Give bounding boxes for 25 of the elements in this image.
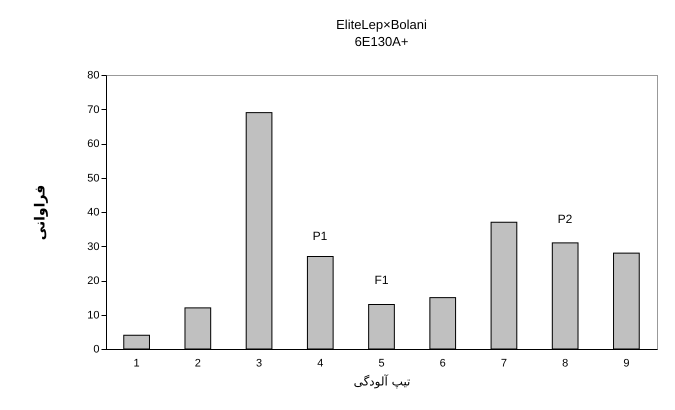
- chart-title: EliteLep×Bolani: [336, 17, 427, 32]
- y-tick-label: 80: [87, 70, 100, 82]
- x-tick-label: 3: [256, 358, 262, 370]
- x-tick-label: 9: [623, 358, 630, 370]
- annotation: P1: [312, 229, 328, 243]
- y-tick-label: 50: [87, 172, 100, 184]
- y-tick-label: 0: [93, 344, 100, 356]
- annotation: P2: [558, 212, 573, 226]
- y-tick-label: 40: [87, 206, 100, 218]
- chart-subtitle: 6E130A+: [354, 34, 408, 49]
- y-axis-title: فراوانی: [32, 184, 48, 240]
- y-tick-label: 60: [87, 138, 100, 150]
- annotation: F1: [374, 273, 389, 287]
- y-tick-label: 70: [87, 104, 100, 116]
- x-tick-label: 1: [134, 358, 140, 370]
- y-tick-label: 20: [87, 275, 100, 287]
- x-axis-title: تیپ آلودگی: [354, 374, 410, 388]
- x-tick-label: 8: [562, 358, 568, 370]
- y-tick-label: 30: [87, 240, 100, 253]
- x-tick-label: 2: [194, 358, 201, 370]
- x-tick-label: 6: [440, 358, 446, 370]
- x-tick-label: 7: [500, 358, 508, 370]
- x-tick-label: 5: [378, 358, 385, 370]
- y-tick-label: 10: [87, 309, 100, 322]
- x-tick-label: 4: [317, 358, 324, 370]
